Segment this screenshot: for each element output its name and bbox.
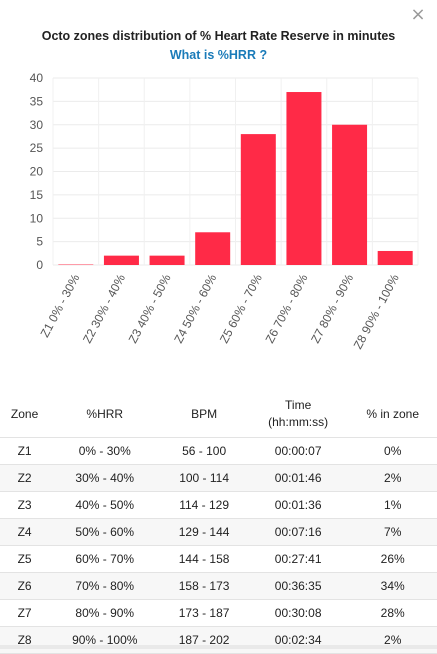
y-tick-label: 20 <box>30 165 44 179</box>
y-tick-label: 0 <box>36 258 43 272</box>
cell-zone: Z4 <box>0 519 49 546</box>
cell-hrr: 0% - 30% <box>49 438 160 465</box>
x-tick-label: Z2 30% - 40% <box>80 272 128 346</box>
header-time-line1: Time <box>285 398 311 412</box>
bar-3[interactable] <box>150 256 185 265</box>
x-tick-label: Z8 90% - 100% <box>351 272 402 352</box>
cell-hrr: 60% - 70% <box>49 546 160 573</box>
bar-2[interactable] <box>104 256 139 265</box>
cell-bpm: 129 - 144 <box>160 519 248 546</box>
table-row: Z1 0% - 30% 56 - 100 00:00:07 0% <box>0 438 437 465</box>
cell-time: 00:01:36 <box>248 492 348 519</box>
header-bpm: BPM <box>160 391 248 438</box>
cell-bpm: 187 - 202 <box>160 627 248 654</box>
cell-bpm: 173 - 187 <box>160 600 248 627</box>
cell-time: 00:30:08 <box>248 600 348 627</box>
header-time-line2: (hh:mm:ss) <box>268 415 328 429</box>
cell-hrr: 50% - 60% <box>49 519 160 546</box>
header-zone: Zone <box>0 391 49 438</box>
cell-time: 00:02:34 <box>248 627 348 654</box>
table-row: Z2 30% - 40% 100 - 114 00:01:46 2% <box>0 465 437 492</box>
cell-time: 00:27:41 <box>248 546 348 573</box>
x-tick-label: Z7 80% - 90% <box>308 272 356 346</box>
bar-5[interactable] <box>241 134 276 265</box>
cell-hrr: 80% - 90% <box>49 600 160 627</box>
cell-bpm: 100 - 114 <box>160 465 248 492</box>
zones-table: Zone %HRR BPM Time (hh:mm:ss) % in zone … <box>0 391 437 654</box>
cell-pct: 7% <box>348 519 437 546</box>
cell-pct: 0% <box>348 438 437 465</box>
cell-pct: 2% <box>348 627 437 654</box>
cell-pct: 1% <box>348 492 437 519</box>
header-time: Time (hh:mm:ss) <box>248 391 348 438</box>
x-tick-label: Z1 0% - 30% <box>38 272 83 340</box>
table-row: Z8 90% - 100% 187 - 202 00:02:34 2% <box>0 627 437 654</box>
cell-bpm: 114 - 129 <box>160 492 248 519</box>
cell-zone: Z6 <box>0 573 49 600</box>
bar-6[interactable] <box>286 92 321 265</box>
y-axis-ticks: 0 5 10 15 20 25 30 35 40 <box>30 71 44 272</box>
cell-bpm: 158 - 173 <box>160 573 248 600</box>
cell-time: 00:00:07 <box>248 438 348 465</box>
table-row: Z7 80% - 90% 173 - 187 00:30:08 28% <box>0 600 437 627</box>
x-tick-label: Z6 70% - 80% <box>263 272 311 346</box>
table-row: Z5 60% - 70% 144 - 158 00:27:41 26% <box>0 546 437 573</box>
y-tick-label: 25 <box>30 141 44 155</box>
y-tick-label: 5 <box>36 235 43 249</box>
table-row: Z6 70% - 80% 158 - 173 00:36:35 34% <box>0 573 437 600</box>
y-tick-label: 30 <box>30 118 44 132</box>
x-tick-label: Z4 50% - 60% <box>171 272 219 346</box>
y-tick-label: 35 <box>30 94 44 108</box>
header-hrr: %HRR <box>49 391 160 438</box>
hrr-bar-chart: 0 5 10 15 20 25 30 35 40 Z1 0% - 30%Z2 30% - 40%… <box>0 0 437 390</box>
table-header-row: Zone %HRR BPM Time (hh:mm:ss) % in zone <box>0 391 437 438</box>
header-pct-in-zone: % in zone <box>348 391 437 438</box>
cell-pct: 26% <box>348 546 437 573</box>
x-axis-ticks: Z1 0% - 30%Z2 30% - 40%Z3 40% - 50%Z4 50… <box>38 272 402 352</box>
cell-zone: Z2 <box>0 465 49 492</box>
cell-zone: Z5 <box>0 546 49 573</box>
y-tick-label: 10 <box>30 211 44 225</box>
x-tick-label: Z5 60% - 70% <box>217 272 265 346</box>
cell-hrr: 40% - 50% <box>49 492 160 519</box>
bar-8[interactable] <box>378 251 413 265</box>
y-tick-label: 40 <box>30 71 44 85</box>
table-row: Z3 40% - 50% 114 - 129 00:01:36 1% <box>0 492 437 519</box>
cell-hrr: 90% - 100% <box>49 627 160 654</box>
cell-time: 00:36:35 <box>248 573 348 600</box>
bar-7[interactable] <box>332 125 367 265</box>
bar-4[interactable] <box>195 232 230 265</box>
cell-time: 00:01:46 <box>248 465 348 492</box>
cell-time: 00:07:16 <box>248 519 348 546</box>
cell-zone: Z7 <box>0 600 49 627</box>
bottom-divider <box>0 645 437 649</box>
y-tick-label: 15 <box>30 188 44 202</box>
cell-hrr: 70% - 80% <box>49 573 160 600</box>
table-row: Z4 50% - 60% 129 - 144 00:07:16 7% <box>0 519 437 546</box>
cell-hrr: 30% - 40% <box>49 465 160 492</box>
cell-pct: 34% <box>348 573 437 600</box>
cell-zone: Z8 <box>0 627 49 654</box>
cell-zone: Z3 <box>0 492 49 519</box>
cell-bpm: 56 - 100 <box>160 438 248 465</box>
cell-pct: 2% <box>348 465 437 492</box>
x-tick-label: Z3 40% - 50% <box>126 272 174 346</box>
cell-bpm: 144 - 158 <box>160 546 248 573</box>
cell-zone: Z1 <box>0 438 49 465</box>
cell-pct: 28% <box>348 600 437 627</box>
